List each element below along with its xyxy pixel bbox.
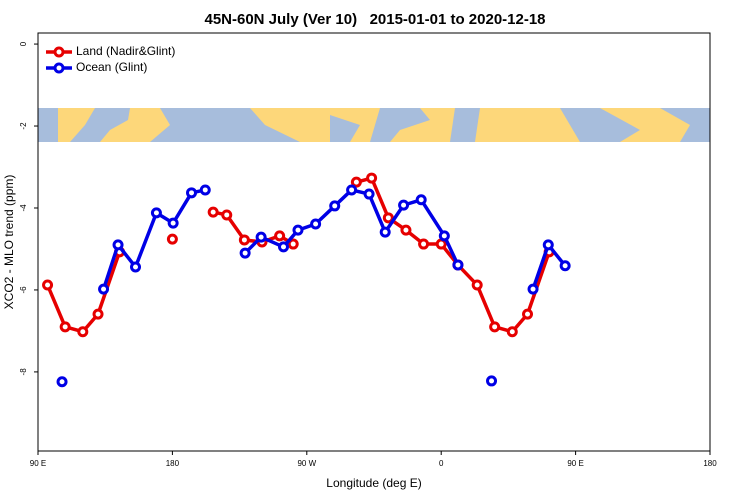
- y-tick-label: -2: [19, 122, 28, 130]
- x-tick-label: 180: [703, 459, 717, 468]
- point: [287, 238, 299, 250]
- x-tick-label: 180: [166, 459, 180, 468]
- point: [310, 218, 322, 230]
- point: [292, 224, 304, 236]
- point: [186, 187, 198, 199]
- point: [221, 209, 233, 221]
- point: [363, 188, 375, 200]
- point: [559, 260, 571, 272]
- y-tick-label: -8: [19, 368, 28, 376]
- point: [452, 259, 464, 271]
- point: [438, 230, 450, 242]
- point: [486, 375, 498, 387]
- point: [150, 207, 162, 219]
- y-tick-label: 0: [19, 41, 28, 46]
- point: [522, 308, 534, 320]
- x-tick-label: 0: [439, 459, 444, 468]
- chart-title: 45N-60N July (Ver 10) 2015-01-01 to 2020…: [204, 11, 545, 28]
- x-tick-label: 90 E: [30, 459, 46, 468]
- point: [112, 239, 124, 251]
- point: [42, 279, 54, 291]
- point: [366, 172, 378, 184]
- point: [418, 238, 430, 250]
- point: [207, 206, 219, 218]
- point: [527, 283, 539, 295]
- legend-marker: [53, 62, 65, 74]
- x-axis-label: Longitude (deg E): [326, 476, 421, 490]
- point: [329, 200, 341, 212]
- point: [415, 194, 427, 206]
- point: [274, 230, 286, 242]
- legend-label: Ocean (Glint): [76, 60, 147, 74]
- point: [77, 326, 89, 338]
- point: [278, 241, 290, 253]
- point: [489, 321, 501, 333]
- y-tick-label: -4: [19, 204, 28, 212]
- legend-label: Land (Nadir&Glint): [76, 44, 175, 58]
- point: [166, 233, 178, 245]
- point: [255, 231, 267, 243]
- point: [98, 283, 110, 295]
- x-tick-label: 90 W: [297, 459, 316, 468]
- point: [379, 226, 391, 238]
- point: [239, 247, 251, 259]
- point: [238, 234, 250, 246]
- point: [350, 176, 362, 188]
- y-axis-label: XCO2 - MLO trend (ppm): [2, 175, 16, 310]
- point: [400, 224, 412, 236]
- point: [56, 376, 68, 388]
- point: [398, 199, 410, 211]
- legend-marker: [53, 46, 65, 58]
- point: [130, 261, 142, 273]
- point: [199, 184, 211, 196]
- point: [506, 326, 518, 338]
- y-tick-label: -6: [19, 286, 28, 294]
- x-tick-label: 90 E: [567, 459, 583, 468]
- point: [382, 212, 394, 224]
- point: [346, 184, 358, 196]
- map-band: [38, 108, 710, 142]
- point: [542, 239, 554, 251]
- point: [92, 308, 104, 320]
- point: [167, 217, 179, 229]
- plot-frame: [37, 32, 711, 452]
- point: [471, 279, 483, 291]
- point: [59, 321, 71, 333]
